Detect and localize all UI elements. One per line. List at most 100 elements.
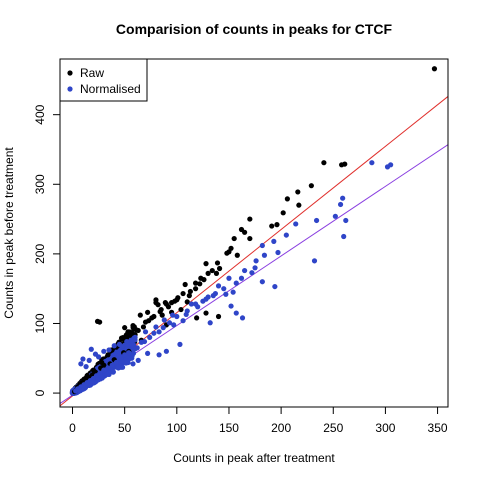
data-point-normalised bbox=[184, 308, 190, 314]
data-point-raw bbox=[216, 265, 223, 272]
data-point-normalised bbox=[88, 346, 94, 352]
data-point-normalised bbox=[119, 364, 126, 370]
data-point-normalised bbox=[101, 348, 107, 354]
data-point-raw bbox=[140, 324, 147, 330]
y-tick-label: 100 bbox=[33, 313, 47, 333]
data-point-raw bbox=[205, 270, 211, 276]
data-point-raw bbox=[90, 367, 96, 373]
x-tick-label: 50 bbox=[118, 421, 132, 435]
chart-title: Comparision of counts in peaks for CTCF bbox=[116, 21, 393, 37]
data-point-raw bbox=[213, 270, 220, 276]
data-point-normalised bbox=[340, 195, 346, 201]
data-point-raw bbox=[180, 290, 186, 297]
data-point-normalised bbox=[180, 318, 186, 324]
data-point-normalised bbox=[156, 329, 162, 335]
data-point-normalised bbox=[369, 160, 375, 166]
data-point-normalised bbox=[123, 360, 129, 366]
x-tick-label: 300 bbox=[375, 421, 395, 435]
data-point-normalised bbox=[116, 341, 123, 347]
data-point-normalised bbox=[343, 217, 349, 224]
data-point-normalised bbox=[384, 164, 391, 170]
data-point-raw bbox=[124, 334, 130, 340]
data-point-raw bbox=[192, 280, 199, 286]
legend: Raw Normalised bbox=[59, 58, 148, 102]
data-point-raw bbox=[308, 183, 314, 189]
legend-label-raw: Raw bbox=[80, 66, 104, 80]
data-point-normalised bbox=[145, 350, 151, 357]
data-point-raw bbox=[169, 300, 175, 306]
data-point-raw bbox=[105, 352, 111, 358]
data-point-normalised bbox=[115, 364, 122, 370]
data-point-normalised bbox=[170, 312, 176, 318]
data-point-normalised bbox=[104, 371, 110, 377]
data-point-normalised bbox=[95, 354, 102, 360]
data-point-raw bbox=[122, 325, 128, 331]
data-point-normalised bbox=[138, 339, 144, 345]
x-tick-label: 250 bbox=[323, 421, 343, 435]
data-point-raw bbox=[274, 222, 280, 228]
data-point-normalised bbox=[80, 356, 86, 362]
data-point-normalised bbox=[188, 301, 195, 307]
data-point-raw bbox=[158, 306, 164, 313]
data-point-normalised bbox=[233, 310, 239, 316]
data-point-raw bbox=[174, 297, 180, 303]
data-point-normalised bbox=[283, 232, 289, 238]
data-point-raw bbox=[145, 309, 151, 315]
legend-marker-raw bbox=[67, 70, 73, 76]
data-point-normalised bbox=[134, 345, 140, 351]
data-point-normalised bbox=[313, 217, 320, 224]
data-point-raw bbox=[280, 210, 286, 216]
data-point-raw bbox=[129, 330, 135, 336]
data-point-raw bbox=[130, 322, 136, 329]
data-point-normalised bbox=[130, 361, 136, 367]
x-tick-label: 350 bbox=[428, 421, 448, 435]
data-point-normalised bbox=[311, 258, 318, 264]
data-point-normalised bbox=[210, 293, 216, 299]
x-axis-label: Counts in peak after treatment bbox=[173, 451, 335, 465]
data-point-raw bbox=[135, 327, 141, 334]
data-point-normalised bbox=[233, 280, 239, 286]
data-point-normalised bbox=[271, 238, 277, 244]
data-point-raw bbox=[198, 275, 204, 281]
legend-marker-normalised bbox=[67, 86, 73, 92]
data-point-normalised bbox=[132, 334, 138, 340]
data-point-raw bbox=[231, 235, 237, 242]
data-point-raw bbox=[342, 161, 348, 167]
data-point-normalised bbox=[151, 330, 157, 336]
data-point-raw bbox=[187, 288, 193, 295]
x-tick-label: 100 bbox=[167, 421, 187, 435]
data-point-raw bbox=[247, 216, 253, 222]
data-point-normalised bbox=[259, 279, 265, 285]
data-point-raw bbox=[151, 313, 157, 320]
data-point-raw bbox=[165, 304, 172, 310]
data-point-raw bbox=[186, 293, 192, 299]
data-point-raw bbox=[284, 196, 290, 202]
data-point-raw bbox=[182, 281, 188, 288]
y-axis-ticks: 0 100 200 300 400 bbox=[33, 104, 60, 396]
data-point-normalised bbox=[130, 345, 136, 352]
data-point-normalised bbox=[332, 213, 338, 219]
data-point-normalised bbox=[238, 275, 245, 281]
data-point-normalised bbox=[242, 267, 248, 274]
data-point-normalised bbox=[252, 265, 258, 271]
y-axis-label: Counts in peak before treatment bbox=[2, 147, 16, 319]
data-point-normalised bbox=[337, 201, 344, 208]
legend-box bbox=[59, 58, 148, 102]
data-point-normalised bbox=[174, 313, 180, 320]
data-point-normalised bbox=[341, 233, 347, 240]
data-point-raw bbox=[224, 250, 230, 256]
data-point-normalised bbox=[192, 301, 199, 307]
data-point-raw bbox=[295, 189, 301, 195]
data-point-normalised bbox=[116, 349, 122, 355]
data-point-normalised bbox=[249, 270, 255, 276]
data-point-raw bbox=[159, 312, 165, 318]
data-point-raw bbox=[184, 299, 190, 305]
data-point-normalised bbox=[160, 325, 166, 331]
data-point-raw bbox=[137, 312, 143, 318]
data-point-normalised bbox=[135, 357, 141, 363]
data-point-normalised bbox=[230, 289, 236, 295]
data-point-normalised bbox=[117, 355, 124, 361]
data-point-normalised bbox=[94, 377, 101, 383]
data-point-normalised bbox=[142, 329, 149, 335]
